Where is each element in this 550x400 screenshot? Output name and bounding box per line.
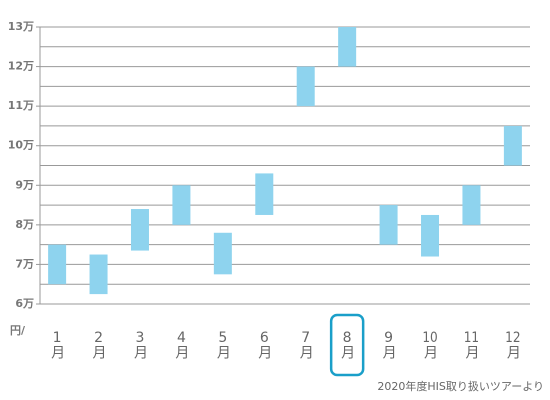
y-tick-label: 13万 <box>8 20 34 33</box>
x-tick-label: 10 月 <box>422 331 439 361</box>
range-bar <box>338 27 357 67</box>
x-tick-label: 12 月 <box>504 331 521 361</box>
range-bar <box>462 185 481 225</box>
range-bar <box>503 125 522 166</box>
y-tick-label: 10万 <box>8 139 34 152</box>
range-bar <box>172 185 191 225</box>
source-note: 2020年度HIS取り扱いツアーより <box>377 380 544 393</box>
y-tick-label: 7万 <box>15 257 34 270</box>
highlight-box <box>329 313 365 377</box>
range-bar <box>296 66 315 107</box>
y-tick-label: 6万 <box>15 297 34 310</box>
range-bar <box>255 173 274 215</box>
range-bar <box>48 244 67 285</box>
range-bar <box>421 214 440 257</box>
x-tick-label: 11 月 <box>463 331 480 361</box>
y-tick-label: 12万 <box>8 60 34 73</box>
range-bar <box>379 205 398 245</box>
y-tick-label: 11万 <box>8 99 34 112</box>
range-bar <box>89 254 108 295</box>
range-bar <box>213 232 232 275</box>
y-unit-label: 円/ <box>10 324 26 337</box>
y-tick-label: 9万 <box>15 178 34 191</box>
range-bar <box>130 209 149 251</box>
y-tick-label: 8万 <box>15 218 34 231</box>
